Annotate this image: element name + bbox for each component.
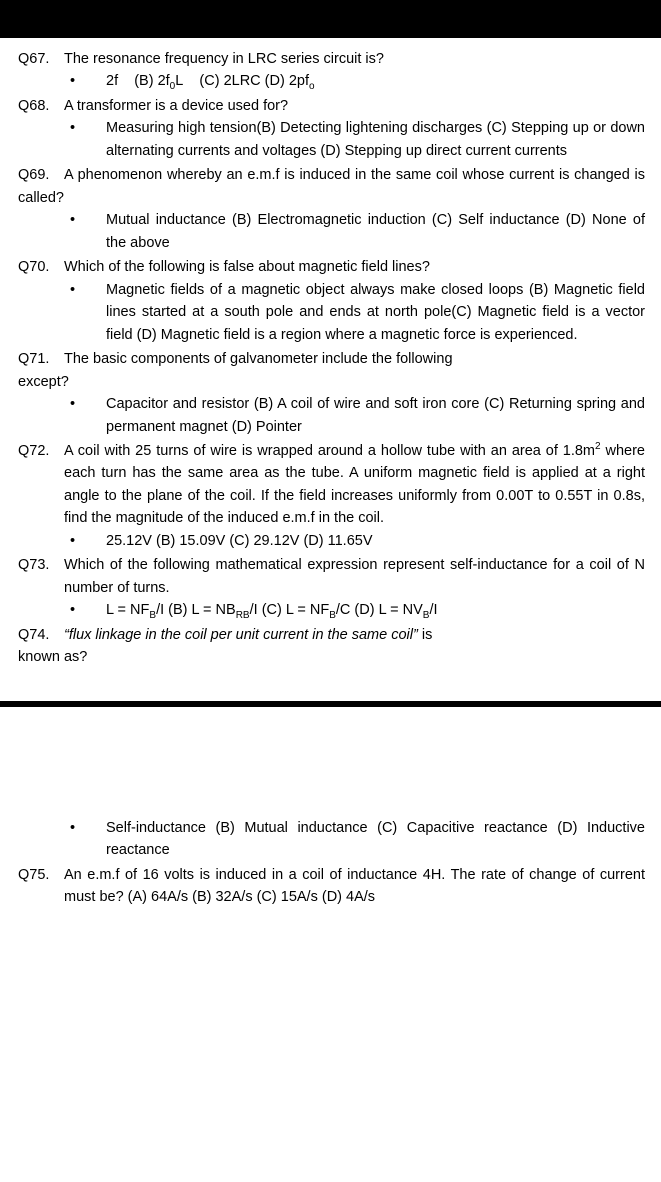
- q69-number: Q69.: [18, 164, 64, 186]
- bullet-icon: •: [64, 279, 106, 346]
- question-70: Q70. Which of the following is false abo…: [18, 256, 645, 346]
- q68-options: Measuring high tension(B) Detecting ligh…: [106, 117, 645, 162]
- page-1-content: Q67. The resonance frequency in LRC seri…: [0, 38, 661, 701]
- q73-oa: L = NF: [106, 602, 149, 618]
- q69-text: A phenomenon whereby an e.m.f is induced…: [18, 167, 645, 205]
- q73-options: L = NFB/I (B) L = NBRB/I (C) L = NFB/C (…: [106, 599, 645, 621]
- q70-options: Magnetic fields of a magnetic object alw…: [106, 279, 645, 346]
- question-74-continued: • Self-inductance (B) Mutual inductance …: [18, 817, 645, 862]
- bullet-icon: •: [64, 117, 106, 162]
- q74-tail: is: [418, 627, 433, 643]
- q67-number: Q67.: [18, 48, 64, 70]
- question-69: Q69.A phenomenon whereby an e.m.f is ind…: [18, 164, 645, 254]
- q70-text: Which of the following is false about ma…: [64, 256, 645, 278]
- q73-text: Which of the following mathematical expr…: [64, 554, 645, 599]
- question-71: Q71.The basic components of galvanometer…: [18, 348, 645, 438]
- bullet-icon: •: [64, 530, 106, 552]
- q72-text: A coil with 25 turns of wire is wrapped …: [64, 440, 645, 530]
- q75-text: An e.m.f of 16 volts is induced in a coi…: [64, 864, 645, 909]
- q67-options: 2f (B) 2f0L (C) 2LRC (D) 2pfo: [106, 70, 645, 92]
- q71-text-line1: The basic components of galvanometer inc…: [64, 351, 453, 367]
- q68-number: Q68.: [18, 95, 64, 117]
- question-73: Q73. Which of the following mathematical…: [18, 554, 645, 621]
- page-2-content: • Self-inductance (B) Mutual inductance …: [0, 707, 661, 941]
- q74-options: Self-inductance (B) Mutual inductance (C…: [106, 817, 645, 862]
- q72-text-a: A coil with 25 turns of wire is wrapped …: [64, 443, 595, 459]
- question-75: Q75. An e.m.f of 16 volts is induced in …: [18, 864, 645, 909]
- q72-number: Q72.: [18, 440, 64, 530]
- top-black-bar: [0, 0, 661, 38]
- q71-number: Q71.: [18, 348, 64, 370]
- q73-number: Q73.: [18, 554, 64, 599]
- q73-oc: /I (C) L = NF: [250, 602, 330, 618]
- question-67: Q67. The resonance frequency in LRC seri…: [18, 48, 645, 93]
- question-72: Q72. A coil with 25 turns of wire is wra…: [18, 440, 645, 552]
- bullet-icon: •: [64, 817, 106, 862]
- q75-number: Q75.: [18, 864, 64, 909]
- q68-text: A transformer is a device used for?: [64, 95, 645, 117]
- q73-ob: /I (B) L = NB: [156, 602, 236, 618]
- bullet-icon: •: [64, 209, 106, 254]
- sub-rb: RB: [236, 610, 250, 621]
- q74-number: Q74.: [18, 624, 64, 646]
- question-74: Q74.“flux linkage in the coil per unit c…: [18, 624, 645, 669]
- q74-quote: “flux linkage in the coil per unit curre…: [64, 627, 418, 643]
- bullet-icon: •: [64, 393, 106, 438]
- q67-text: The resonance frequency in LRC series ci…: [64, 48, 645, 70]
- q70-number: Q70.: [18, 256, 64, 278]
- sub-b: B: [329, 610, 336, 621]
- q74-line2: known as?: [18, 646, 645, 668]
- q72-options: 25.12V (B) 15.09V (C) 29.12V (D) 11.65V: [106, 530, 645, 552]
- q71-text-line2: except?: [18, 371, 645, 393]
- q69-options: Mutual inductance (B) Electromagnetic in…: [106, 209, 645, 254]
- question-68: Q68. A transformer is a device used for?…: [18, 95, 645, 162]
- q73-oe: /I: [429, 602, 437, 618]
- q73-od: /C (D) L = NV: [336, 602, 423, 618]
- bullet-icon: •: [64, 599, 106, 621]
- bullet-icon: •: [64, 70, 106, 92]
- q71-options: Capacitor and resistor (B) A coil of wir…: [106, 393, 645, 438]
